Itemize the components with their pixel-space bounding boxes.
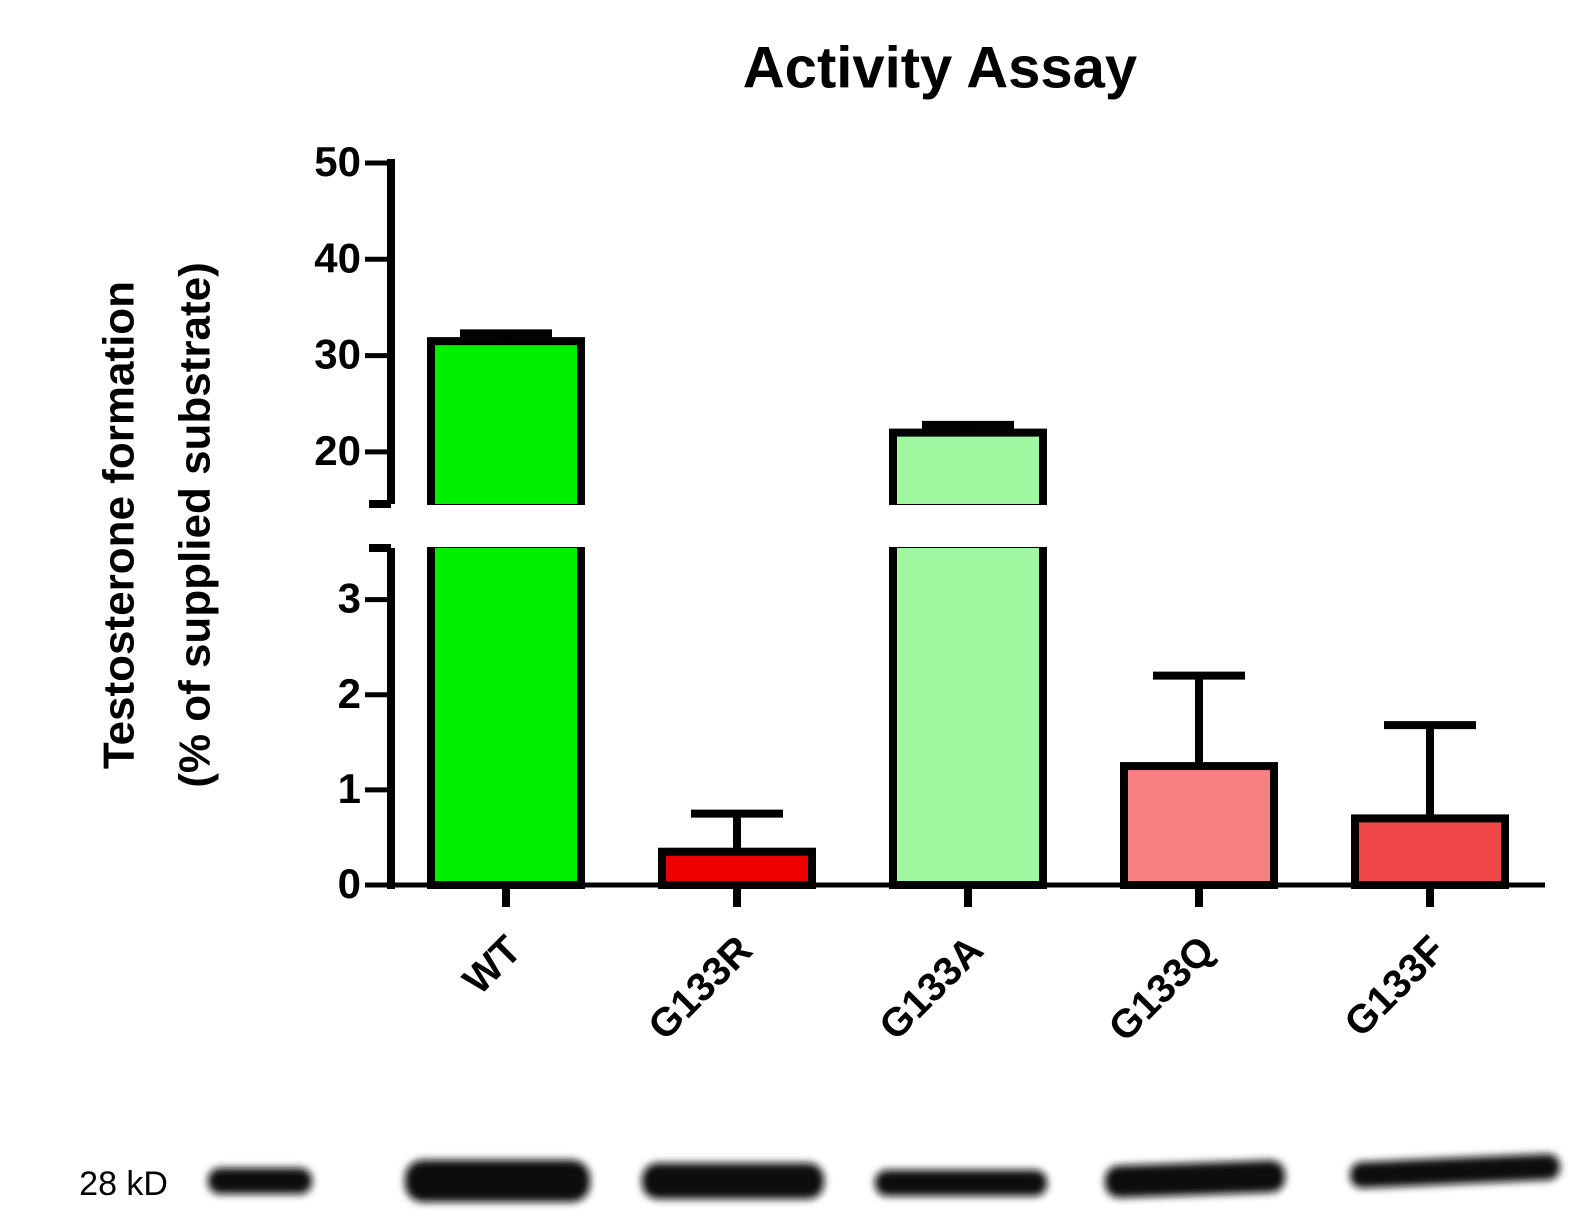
axis-break-gap [397,505,1551,547]
x-tick-label: G133A [871,928,992,1049]
bar [431,544,581,885]
y-tick-label: 30 [314,331,361,378]
y-tick-label: 20 [314,427,361,474]
x-tick-label: G133R [640,928,761,1049]
bar [893,544,1043,885]
blot-band [1350,1153,1561,1188]
y-tick-label: 50 [314,138,361,185]
marker-label: 28 kD [79,1165,168,1203]
x-tick-label: G133F [1336,928,1454,1046]
blot-band [1104,1160,1285,1198]
bar [1124,766,1274,885]
y-tick-label: 0 [338,860,361,907]
marker-band [208,1168,312,1194]
y-axis-label-line: Testosterone formation [95,281,144,769]
y-tick-label: 2 [338,670,361,717]
blot-band [875,1170,1047,1196]
x-tick-label: G133Q [1101,928,1223,1050]
bar [1355,818,1505,885]
y-axis-label: Testosterone formation (% of supplied su… [95,262,220,788]
western-blot [208,1153,1560,1202]
bar [431,341,581,508]
y-tick-label: 1 [338,765,361,812]
y-tick-label: 40 [314,234,361,281]
bar [662,852,812,885]
chart-title: Activity Assay [743,35,1137,100]
y-axis-label-line: (% of supplied substrate) [171,262,220,788]
blot-band [642,1163,824,1199]
blot-band [405,1160,590,1202]
y-tick-label: 3 [338,575,361,622]
x-tick-label: WT [455,928,530,1003]
bar [893,433,1043,508]
chart: Activity Assay Testosterone formation (%… [0,0,1594,1219]
